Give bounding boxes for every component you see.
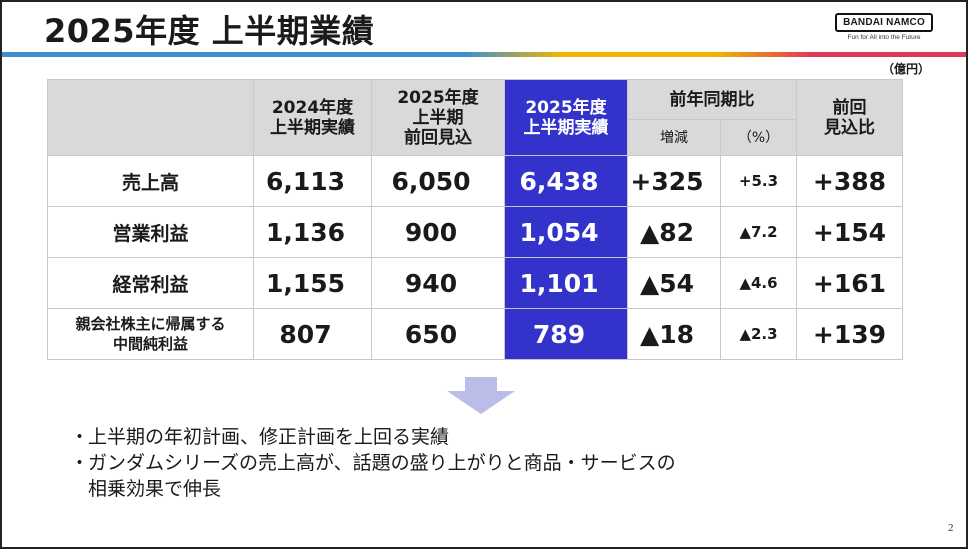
page-number: 2 — [948, 522, 954, 534]
page-title: 2025年度 上半期業績 — [44, 12, 375, 50]
row-label: 経常利益 — [47, 257, 254, 309]
bullet-text: 上半期の年初計画、修正計画を上回る実績 — [88, 426, 450, 448]
cell-vs-prev: +161 — [796, 257, 903, 309]
header-fy2025-prev: 2025年度 上半期 前回見込 — [371, 79, 505, 156]
row-label: 親会社株主に帰属する 中間純利益 — [47, 308, 254, 360]
cell-vs-prev: +154 — [796, 206, 903, 258]
bullet-item-2: ・ ガンダムシリーズの売上高が、話題の盛り上がりと商品・サービスの — [70, 450, 676, 476]
cell-fy2025-prev: 940 — [371, 257, 505, 309]
bullet-list: ・ 上半期の年初計画、修正計画を上回る実績 ・ ガンダムシリーズの売上高が、話題… — [70, 424, 676, 502]
cell-fy2024: 807 — [253, 308, 372, 360]
bullet-continuation: 相乗効果で伸長 — [88, 478, 222, 500]
cell-vs-prev: +139 — [796, 308, 903, 360]
logo-tagline: Fun for All into the Future — [847, 34, 921, 41]
logo-wordmark: BANDAI NAMCO — [835, 13, 933, 32]
cell-yoy-diff: ▲82 — [627, 206, 721, 258]
table-row: 経常利益 1,155 940 1,101 ▲54 ▲4.6 +161 — [47, 257, 903, 309]
down-arrow-icon — [447, 377, 515, 414]
table-row: 売上高 6,113 6,050 6,438 +325 +5.3 +388 — [47, 155, 903, 207]
cell-yoy-diff: +325 — [627, 155, 721, 207]
table-header-row: 2024年度 上半期実績 2025年度 上半期 前回見込 2025年度 上半期実績 前年… — [47, 79, 903, 156]
cell-yoy-diff: ▲18 — [627, 308, 721, 360]
arrow-shape — [447, 377, 515, 414]
cell-yoy-pct: ▲7.2 — [720, 206, 797, 258]
bullet-marker: ・ — [70, 426, 90, 448]
cell-fy2025-actual: 1,054 — [504, 206, 628, 258]
brand-logo: BANDAI NAMCO Fun for All into the Future — [835, 13, 933, 47]
table-row: 親会社株主に帰属する 中間純利益 807 650 789 ▲18 ▲2.3 +139 — [47, 308, 903, 360]
bullet-item-1: ・ 上半期の年初計画、修正計画を上回る実績 — [70, 424, 676, 450]
cell-fy2025-actual: 789 — [504, 308, 628, 360]
cell-fy2025-prev: 900 — [371, 206, 505, 258]
bullet-text: ガンダムシリーズの売上高が、話題の盛り上がりと商品・サービスの — [88, 452, 676, 474]
header-vs-prev: 前回 見込比 — [796, 79, 903, 156]
cell-fy2024: 1,136 — [253, 206, 372, 258]
row-label: 売上高 — [47, 155, 254, 207]
header-yoy-diff: 増減 — [627, 119, 721, 156]
color-stripe — [2, 52, 966, 57]
cell-yoy-diff: ▲54 — [627, 257, 721, 309]
table-row: 営業利益 1,136 900 1,054 ▲82 ▲7.2 +154 — [47, 206, 903, 258]
cell-vs-prev: +388 — [796, 155, 903, 207]
cell-fy2025-prev: 6,050 — [371, 155, 505, 207]
header-fy2024: 2024年度 上半期実績 — [253, 79, 372, 156]
header-blank — [47, 79, 254, 156]
cell-yoy-pct: ▲2.3 — [720, 308, 797, 360]
unit-label: （億円） — [882, 62, 931, 76]
cell-yoy-pct: ▲4.6 — [720, 257, 797, 309]
cell-fy2024: 1,155 — [253, 257, 372, 309]
header-yoy-pct: （%） — [720, 119, 797, 156]
cell-fy2025-actual: 1,101 — [504, 257, 628, 309]
cell-fy2025-actual: 6,438 — [504, 155, 628, 207]
results-table: 2024年度 上半期実績 2025年度 上半期 前回見込 2025年度 上半期実績 前年… — [47, 79, 903, 360]
cell-yoy-pct: +5.3 — [720, 155, 797, 207]
bullet-marker: ・ — [70, 452, 90, 474]
cell-fy2024: 6,113 — [253, 155, 372, 207]
cell-fy2025-prev: 650 — [371, 308, 505, 360]
header-yoy: 前年同期比 — [627, 79, 797, 120]
header-fy2025-actual: 2025年度 上半期実績 — [504, 79, 628, 156]
row-label: 営業利益 — [47, 206, 254, 258]
